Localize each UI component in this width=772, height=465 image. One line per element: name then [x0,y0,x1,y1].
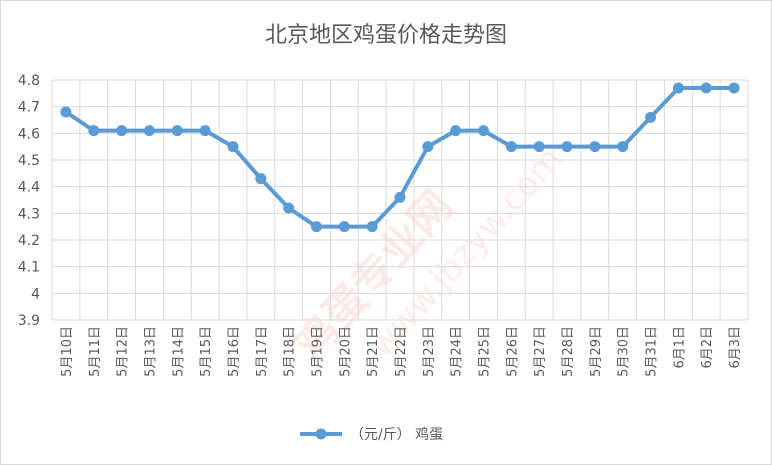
x-tick-label: 5月21日 [366,326,381,377]
data-point [227,141,239,153]
data-point [255,173,267,185]
y-tick-label: 4 [31,286,40,302]
data-point [283,202,295,214]
y-tick-label: 4.5 [18,153,40,169]
x-tick-label: 5月11日 [88,326,103,377]
y-tick-label: 4.4 [18,180,40,196]
y-tick-label: 4.2 [18,233,40,249]
series-line [64,86,735,229]
data-point [171,125,183,137]
x-tick-label: 5月24日 [450,326,465,377]
data-point [478,125,490,137]
data-point [700,82,712,94]
data-point [199,125,211,137]
x-tick-label: 5月19日 [310,326,325,377]
x-tick-label: 5月10日 [60,326,75,377]
x-tick-label: 5月20日 [338,326,353,377]
data-point [310,221,322,233]
x-tick-label: 5月23日 [422,326,437,377]
x-tick-label: 5月17日 [255,326,270,377]
x-tick-label: 5月16日 [227,326,242,377]
x-tick-label: 5月14日 [171,326,186,377]
y-tick-label: 4.3 [18,206,40,222]
data-point [561,141,573,153]
data-point [505,141,517,153]
x-tick-label: 5月26日 [505,326,520,377]
x-tick-label: 5月13日 [143,326,158,377]
data-point [450,125,462,137]
data-point [88,125,100,137]
data-point [589,141,601,153]
data-point [394,191,406,203]
data-point [60,106,72,118]
data-point [143,125,155,137]
legend-marker [315,428,327,440]
x-tick-label: 5月12日 [116,326,131,377]
data-point [366,221,378,233]
x-tick-label: 5月15日 [199,326,214,377]
data-point [728,82,740,94]
y-tick-label: 4.8 [18,73,40,89]
x-tick-label: 6月1日 [672,326,687,369]
y-tick-label: 4.1 [18,260,40,276]
x-tick-label: 6月2日 [700,326,715,369]
gridlines [51,79,749,321]
y-tick-label: 3.9 [18,313,40,329]
y-axis-ticks: 3.9 4 4.1 4.2 4.3 4.4 4.5 4.6 4.7 4.8 [18,73,40,329]
legend: （元/斤） 鸡蛋 [300,426,443,443]
x-tick-label: 5月25日 [478,326,493,377]
x-tick-label: 5月27日 [533,326,548,377]
data-point [338,221,350,233]
x-tick-label: 5月29日 [589,326,604,377]
x-tick-label: 6月3日 [728,326,743,369]
x-tick-label: 5月18日 [283,326,298,377]
chart-title: 北京地区鸡蛋价格走势图 [265,23,507,48]
x-tick-label: 5月30日 [617,326,632,377]
data-point [116,125,128,137]
y-tick-label: 4.6 [18,126,40,142]
x-tick-label: 5月31日 [645,326,660,377]
legend-label: （元/斤） 鸡蛋 [350,426,443,443]
x-axis-ticks: 5月10日 5月11日 5月12日 5月13日 5月14日 5月15日 5月16日 5月17日… [60,326,743,377]
data-point [533,141,545,153]
data-point [645,111,657,123]
y-tick-label: 4.7 [18,100,40,116]
data-point [617,141,629,153]
series-layer [60,82,740,233]
x-tick-label: 5月28日 [561,326,576,377]
x-tick-label: 5月22日 [394,326,409,377]
data-point [422,141,434,153]
data-point [672,82,684,94]
